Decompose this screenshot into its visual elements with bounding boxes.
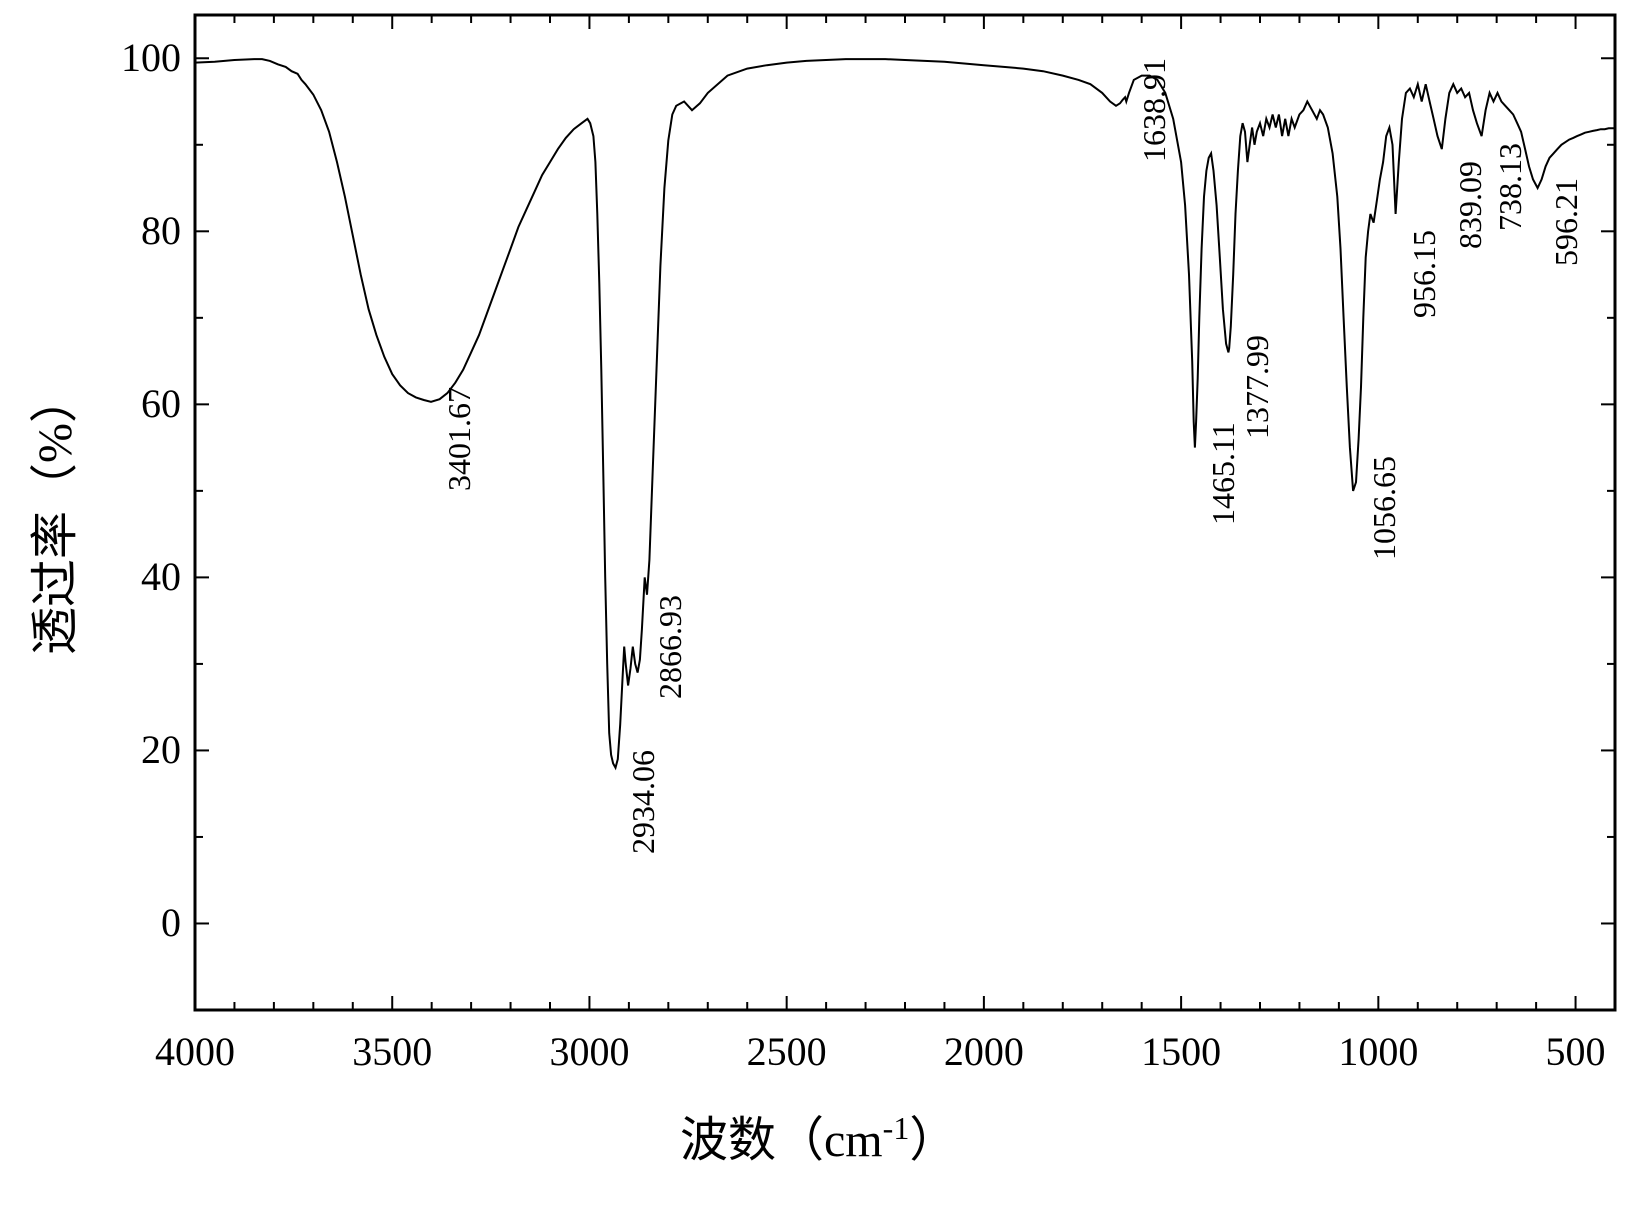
peak-label: 3401.67 [441,387,478,491]
x-axis-label-text: 波数（cm [680,1114,883,1167]
x-axis-label: 波数（cm-1） [680,1100,957,1170]
peak-label: 1465.11 [1205,423,1242,526]
peak-label: 1377.99 [1239,335,1276,439]
peak-label: 1056.65 [1366,456,1403,560]
y-tick-label: 60 [141,380,181,427]
peak-label: 738.13 [1492,143,1529,231]
peak-label: 956.15 [1406,230,1443,318]
y-tick-label: 80 [141,207,181,254]
peak-label: 596.21 [1548,178,1585,266]
x-tick-label: 500 [1526,1028,1626,1075]
peak-label: 2934.06 [625,750,662,854]
x-tick-label: 3000 [539,1028,639,1075]
y-tick-label: 0 [161,899,181,946]
x-tick-label: 2500 [737,1028,837,1075]
x-tick-label: 4000 [145,1028,245,1075]
x-tick-label: 3500 [342,1028,442,1075]
chart-svg [0,0,1629,1206]
x-tick-label: 1000 [1328,1028,1428,1075]
peak-label: 1638.91 [1136,58,1173,162]
y-tick-label: 40 [141,553,181,600]
x-tick-label: 2000 [934,1028,1034,1075]
x-tick-label: 1500 [1131,1028,1231,1075]
peak-label: 839.09 [1452,161,1489,249]
y-tick-label: 100 [121,34,181,81]
y-axis-label: 透过率（%） [15,375,85,655]
peak-label: 2866.93 [652,595,689,699]
y-tick-label: 20 [141,726,181,773]
ir-spectrum-chart: 透过率（%） 波数（cm-1） 3401.67 2934.06 2866.93 163… [0,0,1629,1206]
